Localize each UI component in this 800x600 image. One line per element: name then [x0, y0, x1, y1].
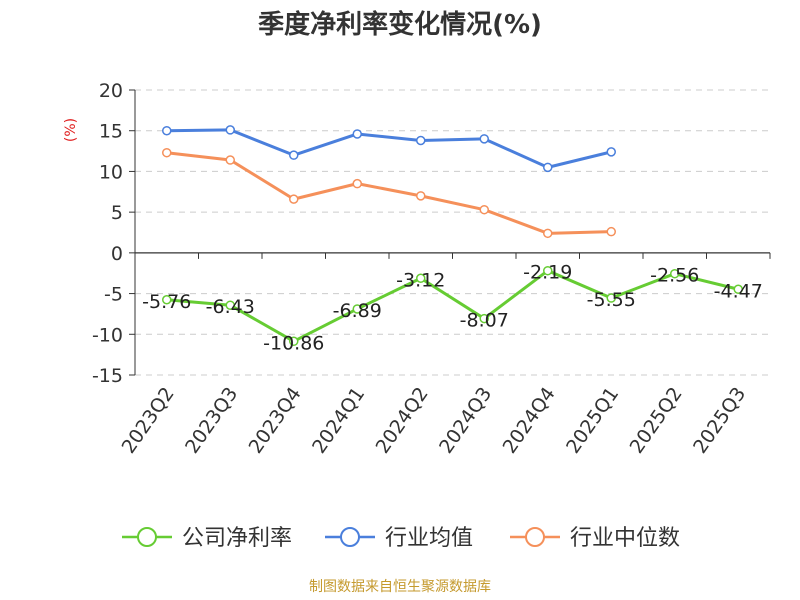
data-point-company[interactable]: [543, 265, 553, 276]
data-point-company[interactable]: [289, 336, 299, 347]
data-point-industry_avg[interactable]: [352, 129, 362, 139]
y-tick-label: 5: [111, 202, 123, 224]
y-tick-label: 0: [111, 243, 123, 265]
chart-title: 季度净利率变化情况(%): [258, 10, 542, 40]
legend[interactable]: 公司净利率 行业均值 行业中位数: [122, 526, 680, 551]
x-tick-label: 2025Q3: [689, 383, 750, 457]
legend-marker-company: [137, 527, 157, 547]
data-point-industry_avg[interactable]: [416, 135, 426, 146]
data-label-company: -2.56: [650, 265, 699, 287]
data-point-industry_median[interactable]: [289, 194, 299, 204]
data-point-company[interactable]: [162, 295, 172, 305]
data-label-company: -5.55: [587, 289, 636, 311]
data-point-industry_avg[interactable]: [225, 125, 235, 135]
data-label-company: -3.12: [396, 269, 445, 291]
y-tick-label: 20: [99, 80, 123, 102]
data-point-industry_avg[interactable]: [543, 162, 553, 173]
data-point-industry_median[interactable]: [352, 178, 362, 189]
legend-label-company: 公司净利率: [182, 526, 292, 551]
data-point-company[interactable]: [670, 268, 680, 279]
data-label-company: -5.76: [142, 291, 191, 313]
y-axis-unit-label: (%): [63, 118, 79, 142]
data-label-company: -8.07: [460, 310, 509, 332]
x-tick-label: 2024Q3: [435, 383, 496, 457]
x-tick-label: 2024Q1: [308, 383, 369, 457]
legend-marker-industry_median: [525, 527, 545, 547]
grid-lines: [135, 89, 770, 376]
data-label-company: -6.43: [206, 296, 255, 318]
x-tick-label: 2025Q2: [626, 383, 687, 457]
y-tick-label: -10: [92, 324, 123, 346]
data-point-industry_median[interactable]: [479, 204, 489, 215]
x-tick-label: 2024Q4: [499, 383, 560, 457]
data-point-industry_avg[interactable]: [606, 147, 616, 157]
series-line-industry_median: [166, 151, 612, 235]
y-tick-label: 15: [99, 121, 123, 143]
legend-label-industry_avg: 行业均值: [385, 526, 473, 551]
x-tick-label: 2023Q2: [118, 383, 179, 457]
data-point-industry_avg[interactable]: [289, 150, 299, 160]
data-label-company: -10.86: [263, 332, 324, 354]
x-tick-label: 2025Q1: [562, 383, 623, 457]
legend-item-industry_avg[interactable]: 行业均值: [325, 526, 473, 551]
data-point-industry_median[interactable]: [162, 147, 172, 158]
legend-item-company[interactable]: 公司净利率: [122, 526, 292, 551]
legend-marker-industry_avg: [340, 527, 360, 547]
series-group: [162, 125, 743, 347]
data-label-company: -4.47: [714, 280, 763, 302]
data-point-industry_avg[interactable]: [479, 134, 489, 144]
data-label-company: -2.19: [523, 262, 572, 284]
data-label-company: -6.89: [333, 300, 382, 322]
data-point-industry_median[interactable]: [225, 155, 235, 165]
data-point-industry_median[interactable]: [416, 191, 426, 201]
data-point-company[interactable]: [225, 300, 235, 310]
data-point-company[interactable]: [416, 273, 426, 284]
legend-label-industry_median: 行业中位数: [570, 526, 680, 551]
series-line-company: [166, 269, 739, 343]
data-labels: -5.76 -6.43 -10.86 -6.89 -3.12 -8.07 -2.19 -5.5…: [142, 262, 763, 355]
x-tick-label: 2023Q3: [181, 383, 242, 457]
data-point-industry_avg[interactable]: [162, 125, 172, 136]
data-point-industry_median[interactable]: [606, 226, 616, 237]
data-point-company[interactable]: [606, 293, 616, 303]
data-source-note: 制图数据来自恒生聚源数据库: [309, 579, 491, 595]
x-tick-label: 2024Q2: [372, 383, 433, 457]
legend-item-industry_median[interactable]: 行业中位数: [510, 526, 680, 551]
data-point-company[interactable]: [733, 284, 743, 295]
data-point-company[interactable]: [352, 304, 362, 314]
y-tick-label: 10: [99, 161, 123, 183]
y-tick-label: -15: [92, 365, 123, 387]
y-tick-label: -5: [104, 284, 123, 306]
data-point-company[interactable]: [479, 313, 489, 324]
data-point-industry_median[interactable]: [543, 228, 553, 239]
x-tick-label: 2023Q4: [245, 383, 306, 457]
series-line-industry_avg: [166, 128, 612, 169]
